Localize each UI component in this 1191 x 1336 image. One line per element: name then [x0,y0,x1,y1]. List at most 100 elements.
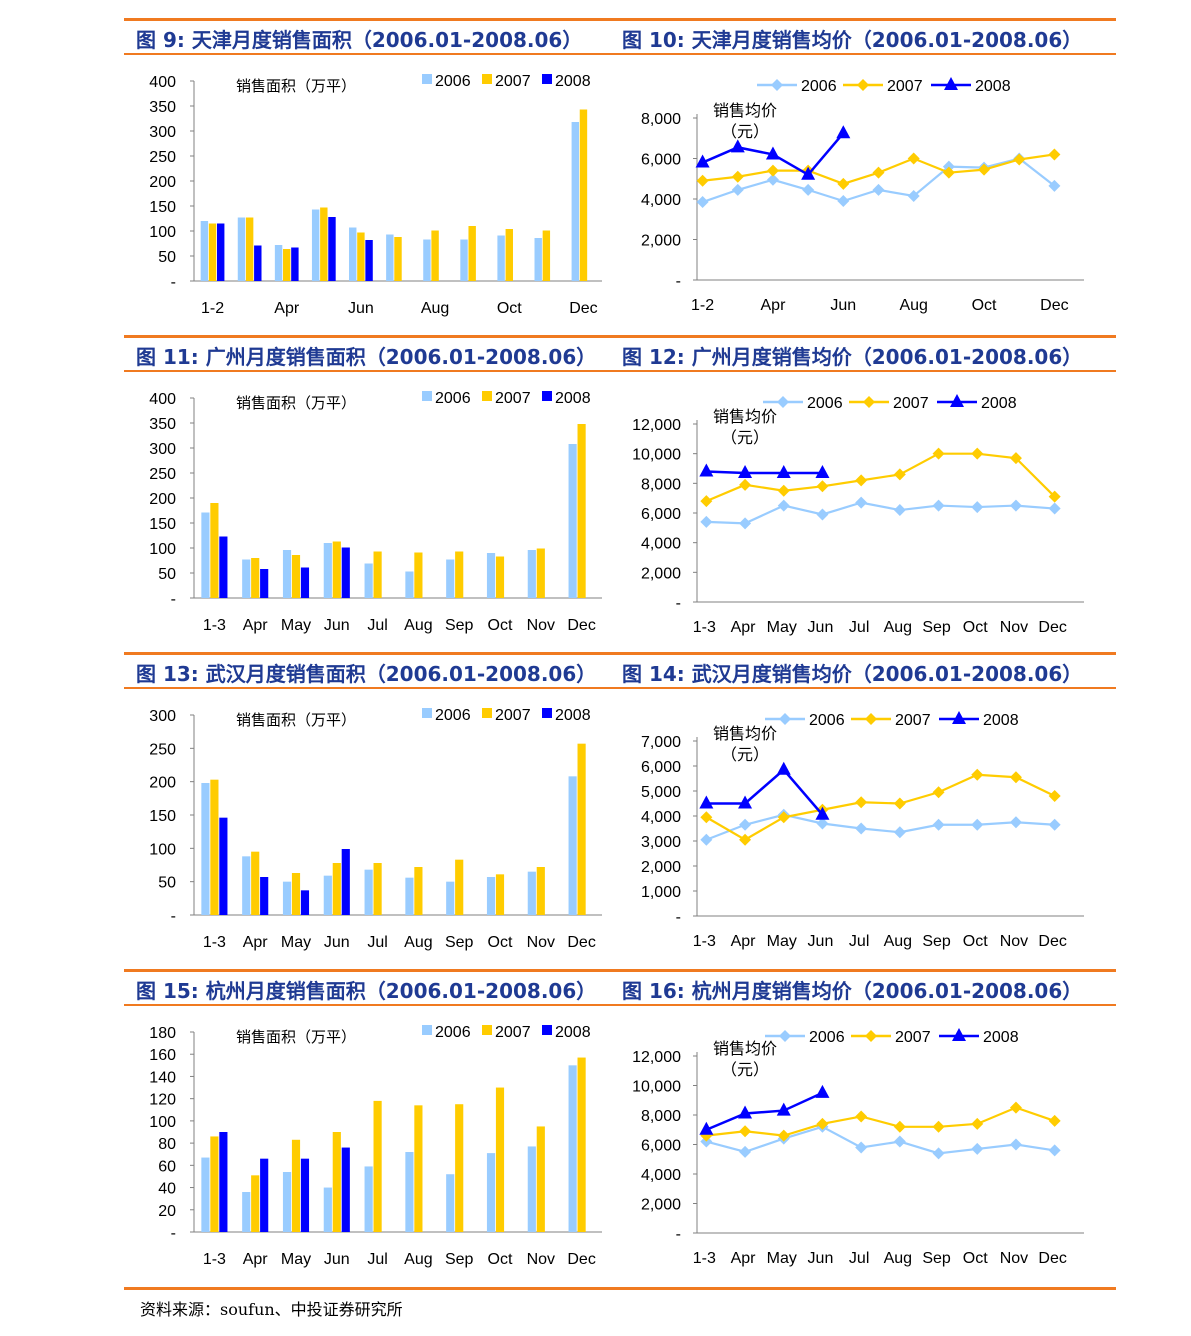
data-point-2006 [700,833,713,846]
bar-2007 [414,867,423,915]
bar-2007 [536,867,545,915]
data-point-2006 [855,1141,868,1154]
legend-label: 2007 [895,712,931,729]
x-tick-label: Jun [808,1250,834,1267]
ylabel: 销售面积（万平） [236,395,356,412]
series-line-2008 [705,1091,823,1131]
data-point-2006 [696,196,709,209]
data-point-2006 [971,1142,984,1155]
x-tick-label: Dec [567,1251,595,1268]
y-tick-label: 20 [158,1203,176,1220]
ylabel: 销售均价 [713,725,777,743]
y-tick-label: 5,000 [641,784,681,801]
bar-2006 [200,221,209,281]
data-point-2007 [1048,1114,1061,1127]
bar-2006 [527,1146,536,1232]
data-point-2008 [699,795,714,809]
x-tick-label: 1-2 [691,297,714,314]
y-tick-label: 50 [158,249,176,266]
chart-hangzhou-price: - 2,000 4,000 6,000 8,000 10,000 12,000 1-3 Apr M… [632,1028,1084,1267]
bar-2006 [571,122,580,281]
x-tick-label: Apr [243,1251,269,1268]
x-tick-label: Oct [963,933,988,950]
legend-label: 2006 [801,78,837,95]
data-point-2006 [872,183,885,196]
legend-label: 2008 [983,1029,1019,1046]
data-point-2008 [815,806,830,820]
data-point-2006 [932,1147,945,1160]
data-point-2007 [872,166,885,179]
x-tick-label: 1-3 [203,1251,226,1268]
legend-label: 2006 [435,390,471,407]
bar-2008 [341,849,350,915]
bar-2006 [237,217,246,281]
series-line-2006 [706,1125,1055,1155]
data-point-2006 [816,508,829,521]
data-point-2008 [776,464,791,478]
y-tick-label: 4,000 [641,1167,681,1184]
y-tick-label: 4,000 [641,536,681,553]
x-tick-label: Jul [849,933,869,950]
x-tick-label: 1-2 [201,300,224,317]
data-point-2006 [932,499,945,512]
data-point-2006 [731,183,744,196]
data-point-2006 [1048,502,1061,515]
x-tick-label: Jun [808,933,834,950]
x-tick-label: 1-3 [693,933,716,950]
x-tick-label: Aug [404,1251,432,1268]
bar-2007 [373,551,382,598]
y-tick-label: 250 [149,741,176,758]
data-point-2007 [932,447,945,460]
bar-2007 [468,226,476,281]
bar-2006 [364,869,373,915]
x-tick-label: Nov [1000,933,1028,950]
x-tick-label: Nov [527,1251,555,1268]
x-tick-label: Oct [488,617,513,634]
x-tick-label: Jun [830,297,856,314]
y-tick-label: 50 [158,875,176,892]
legend-label: 2008 [555,707,591,724]
data-point-2007 [731,170,744,183]
bar-2008 [216,223,225,281]
x-tick-label: Nov [1000,1250,1028,1267]
data-point-2006 [893,1135,906,1148]
y-tick-label: 100 [149,541,176,558]
data-point-2007 [1048,148,1061,161]
y-tick-label: 3,000 [641,834,681,851]
bar-2007 [579,109,588,281]
bar-2008 [260,1158,269,1232]
bar-2007 [320,207,328,281]
bar-2006 [446,1174,455,1232]
x-tick-label: Sep [445,617,474,634]
bar-2006 [527,871,536,915]
figure-10-title: 图 10: 天津月度销售均价（2006.01-2008.06） [622,28,1083,52]
x-tick-label: May [767,619,797,636]
data-point-2007 [942,166,955,179]
legend-label: 2006 [435,73,471,90]
x-tick-label: 1-3 [203,934,226,951]
data-point-2006 [893,826,906,839]
data-point-2006 [816,817,829,830]
y-tick-label: - [676,595,681,612]
data-point-2008 [699,1121,714,1135]
legend-swatch [422,708,432,718]
x-tick-label: Nov [1000,619,1028,636]
x-tick-label: Aug [884,1250,912,1267]
source-note: 资料来源：soufun、中投证券研究所 [140,1300,403,1319]
bar-2008 [254,245,262,281]
data-point-2007 [1009,771,1022,784]
data-point-2007 [932,1120,945,1133]
x-tick-label: Jun [324,934,350,951]
bar-2006 [423,239,431,281]
legend-marker [952,1028,966,1041]
ylabel: 销售均价 [713,1040,777,1058]
bar-2006 [323,875,332,915]
series-line-2006 [705,813,1055,841]
bar-2007 [251,851,260,915]
data-point-2007 [893,1120,906,1133]
legend-label: 2007 [887,78,923,95]
bar-2006 [460,239,468,281]
ylabel: 销售面积（万平） [236,1029,356,1046]
legend-swatch [422,74,432,84]
data-point-2007 [893,468,906,481]
